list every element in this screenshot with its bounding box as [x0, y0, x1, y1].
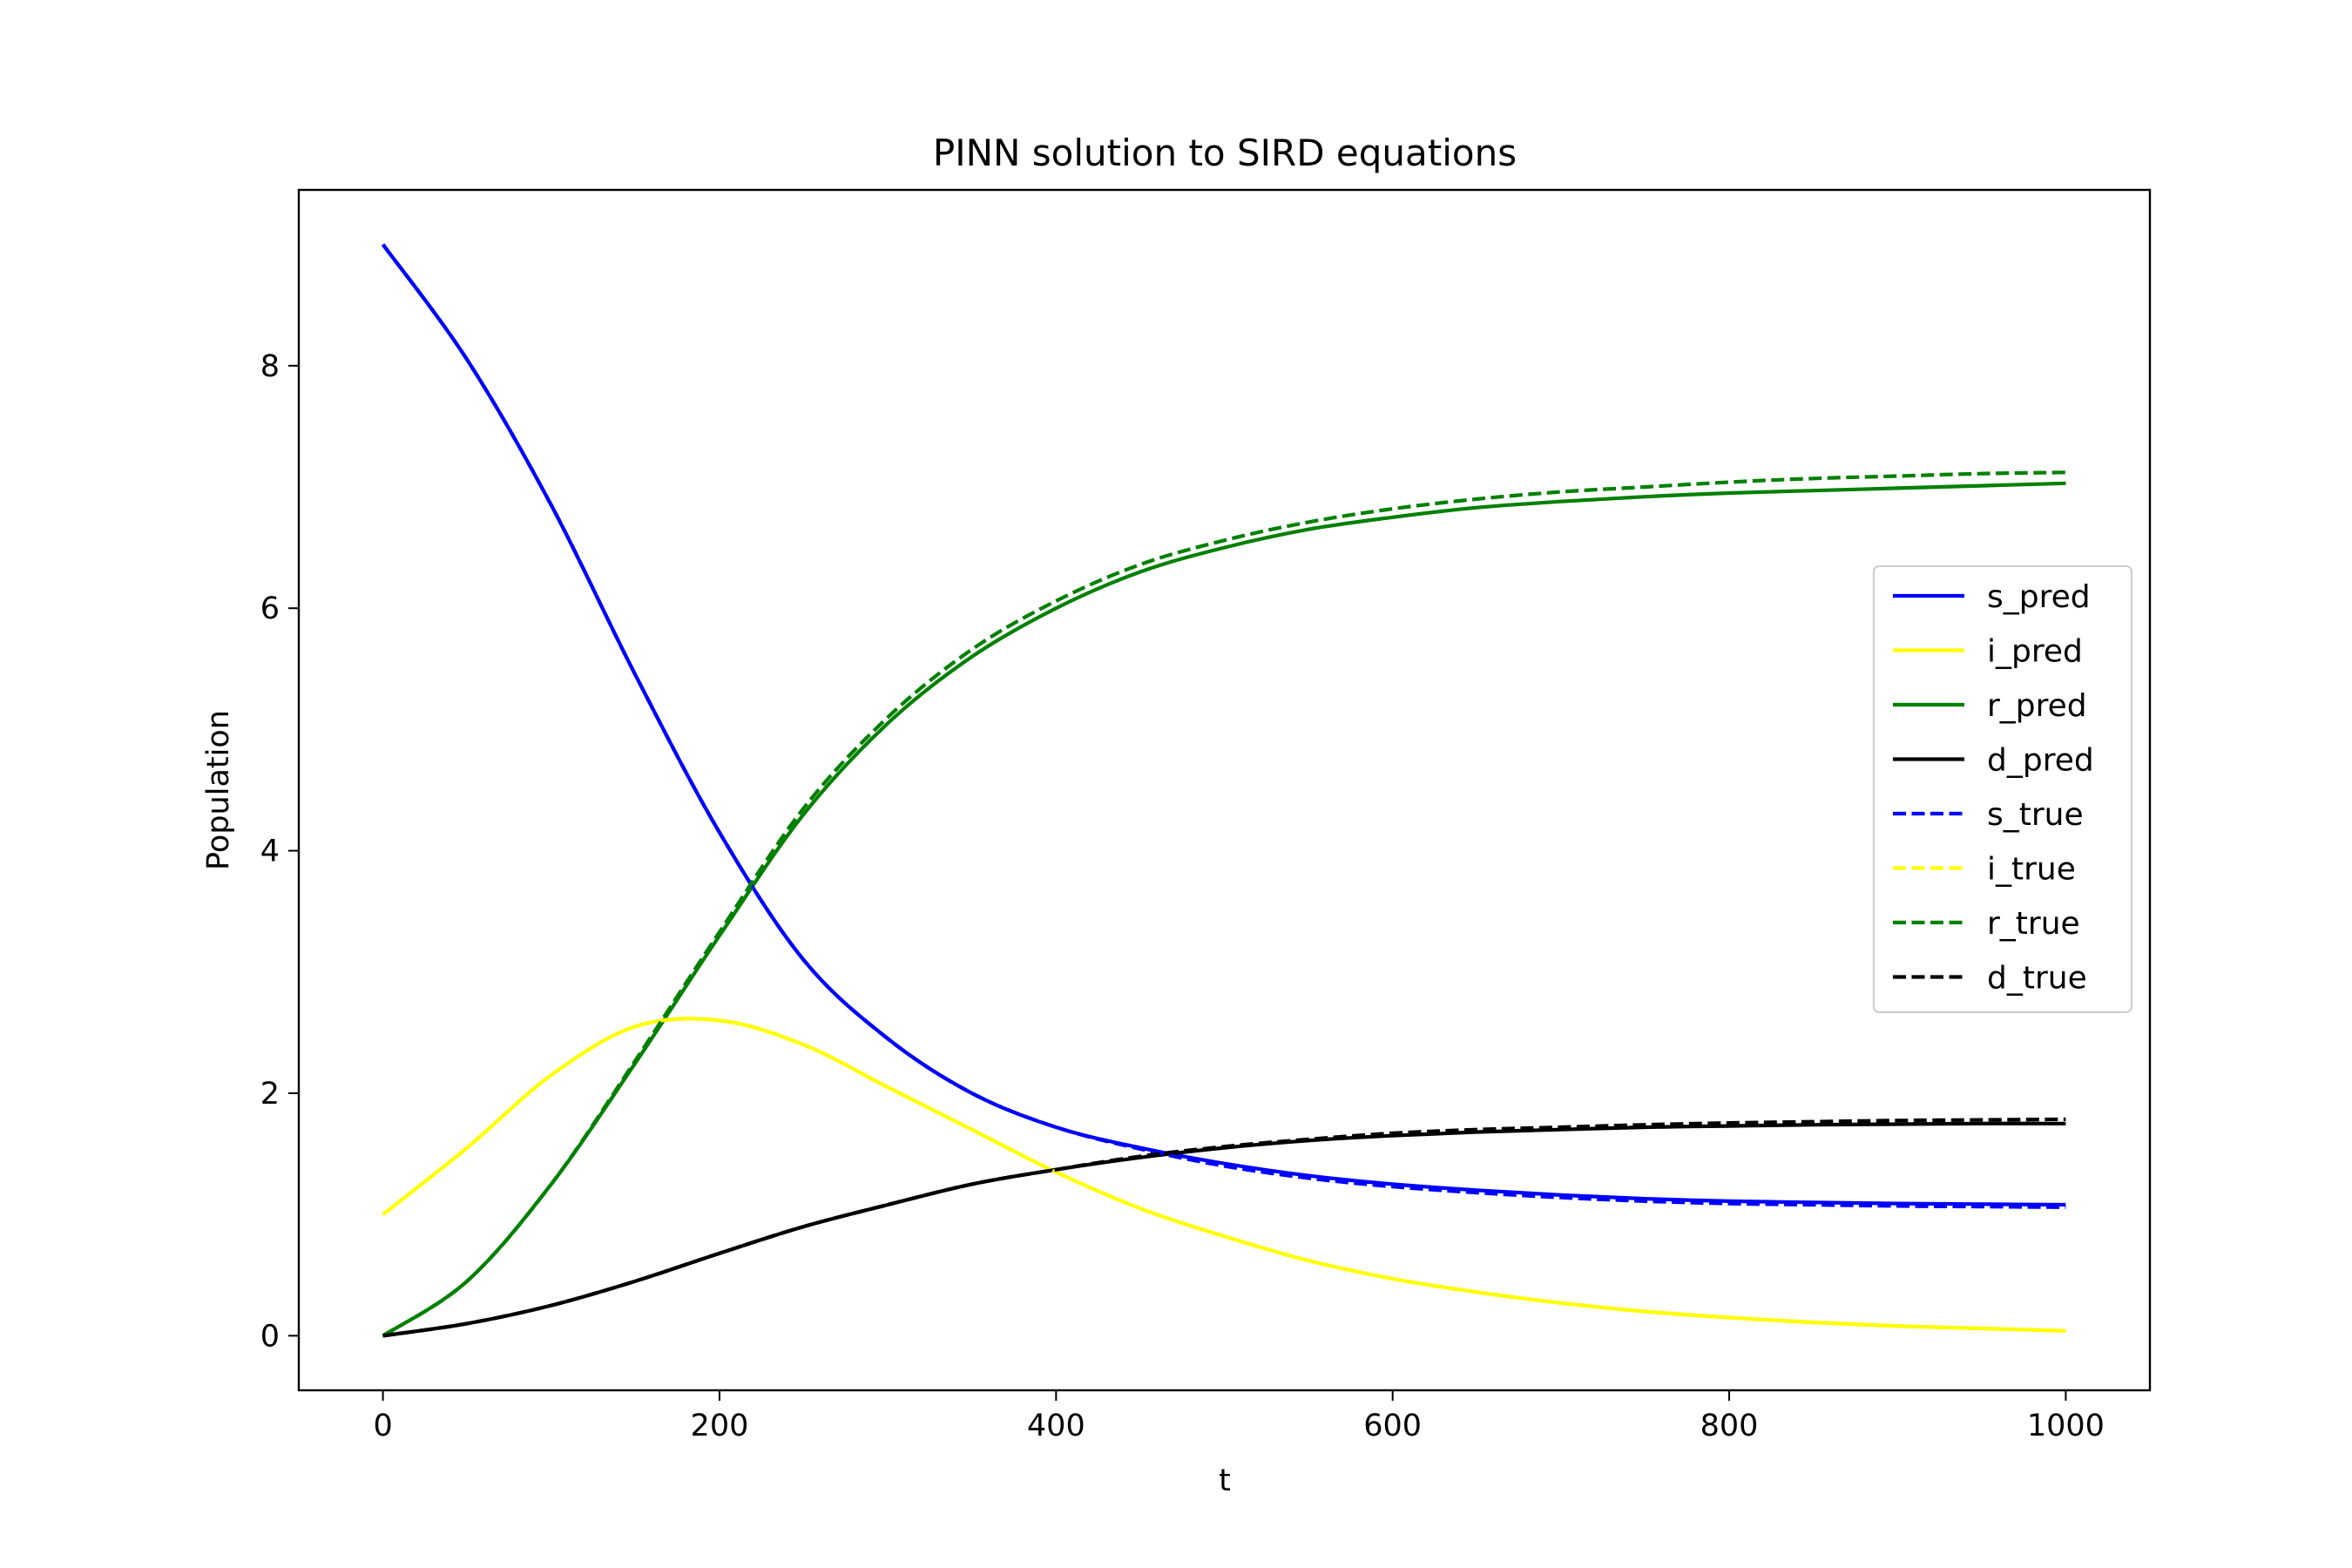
series-line-r-true	[382, 470, 2066, 1338]
y-axis-label: Population	[201, 710, 236, 870]
legend-label-r-true: r_true	[1987, 906, 2080, 942]
series-line-d-true	[382, 1117, 2066, 1338]
plot-frame	[297, 188, 2152, 1392]
legend-label-i-true: i_true	[1987, 852, 2076, 888]
legend-label-i-pred: i_pred	[1987, 634, 2083, 670]
series-line-d-pred	[382, 1121, 2066, 1338]
x-axis-ticks: 0 200 400 600 800 1000	[373, 1390, 2105, 1443]
y-tick-label: 4	[260, 835, 280, 869]
series-line-s-true	[381, 243, 2066, 1209]
chart-title: PINN solution to SIRD equations	[933, 132, 1517, 174]
y-axis-ticks: 0 2 4 6 8	[260, 349, 299, 1354]
x-tick-label: 600	[1363, 1409, 1422, 1443]
legend-box	[1873, 565, 2132, 1013]
y-tick-label: 2	[260, 1077, 280, 1112]
y-tick-label: 8	[260, 349, 280, 384]
x-tick-label: 800	[1700, 1409, 1759, 1443]
x-axis-label: t	[1219, 1463, 1231, 1498]
legend-label-s-true: s_true	[1987, 797, 2084, 833]
x-tick-label: 0	[373, 1409, 392, 1443]
x-tick-label: 200	[691, 1409, 749, 1443]
y-tick-label: 0	[260, 1319, 280, 1354]
legend-label-d-pred: d_pred	[1987, 743, 2094, 779]
series-line-i-true	[382, 1017, 2066, 1333]
series-layer	[381, 243, 2066, 1338]
legend-label-d-true: d_true	[1987, 961, 2087, 997]
x-tick-label: 400	[1027, 1409, 1085, 1443]
legend-label-r-pred: r_pred	[1987, 688, 2087, 724]
legend-label-s-pred: s_pred	[1987, 579, 2091, 615]
x-tick-label: 1000	[2027, 1409, 2105, 1443]
legend: s_pred i_pred r_pred d_pred s_true i_true r_tr…	[1873, 565, 2132, 1013]
series-line-r-pred	[382, 481, 2066, 1338]
y-tick-label: 6	[260, 591, 280, 626]
